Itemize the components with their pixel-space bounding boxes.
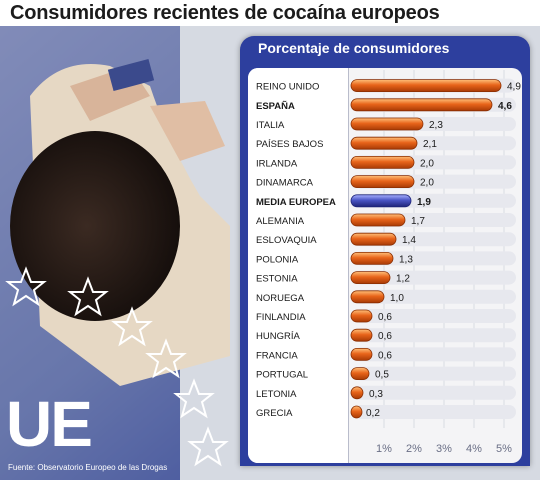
bar: [350, 309, 373, 323]
eu-badge: UE: [6, 388, 93, 460]
x-tick-label: 1%: [376, 443, 392, 455]
bar: [350, 117, 424, 131]
value-label: 2,0: [420, 178, 434, 189]
category-column: [248, 68, 349, 463]
eu-star-icon: [5, 266, 47, 307]
value-label: 2,1: [423, 139, 437, 150]
value-label: 2,3: [429, 120, 443, 131]
row-track: [354, 385, 516, 400]
value-label: 0,2: [366, 408, 380, 419]
category-label: PORTUGAL: [256, 370, 308, 381]
value-label: 0,6: [378, 350, 392, 361]
category-label: HUNGRÍA: [256, 331, 300, 342]
eu-star-icon: [145, 338, 187, 379]
bar: [350, 79, 502, 93]
category-label: IRLANDA: [256, 158, 298, 169]
bar: [350, 136, 418, 150]
value-label: 1,4: [402, 235, 416, 246]
category-label: MEDIA EUROPEA: [256, 197, 336, 208]
x-tick-label: 2%: [406, 443, 422, 455]
bar: [350, 386, 364, 400]
chart-panel: Porcentaje de consumidores REINO UNIDO 4,…: [240, 36, 530, 466]
value-label: 1,2: [396, 274, 410, 285]
category-label: NORUEGA: [256, 293, 305, 304]
category-label: ESLOVAQUIA: [256, 235, 317, 246]
value-label: 1,7: [411, 216, 425, 227]
source-note: Fuente: Observatorio Europeo de las Drog…: [8, 463, 168, 472]
category-label: ESPAÑA: [256, 101, 295, 112]
bar: [350, 194, 412, 208]
eu-star-icon: [173, 378, 215, 419]
panel-heading: Porcentaje de consumidores: [258, 40, 450, 56]
bar: [350, 271, 391, 285]
bar: [350, 367, 370, 381]
chart-title: Consumidores recientes de cocaína europe…: [0, 0, 540, 26]
row-track: [354, 328, 516, 343]
x-tick-label: 3%: [436, 443, 452, 455]
value-label: 0,6: [378, 331, 392, 342]
value-label: 2,0: [420, 158, 434, 169]
category-label: REINO UNIDO: [256, 82, 319, 93]
category-label: FRANCIA: [256, 350, 298, 361]
bar: [350, 213, 406, 227]
bar: [350, 290, 385, 304]
category-label: POLONIA: [256, 254, 299, 265]
bar: [350, 347, 373, 361]
row-track: [354, 289, 516, 304]
category-label: DINAMARCA: [256, 178, 314, 189]
row-track: [354, 270, 516, 285]
row-track: [354, 366, 516, 381]
eu-star-icon: [111, 306, 153, 347]
bar: [350, 156, 415, 169]
bar: [350, 251, 394, 265]
row-track: [354, 347, 516, 362]
bar: [350, 405, 363, 419]
value-label: 1,9: [417, 197, 431, 208]
value-label: 1,3: [399, 254, 413, 265]
bar: [350, 175, 415, 188]
value-label: 1,0: [390, 293, 404, 304]
value-label: 0,3: [369, 389, 383, 400]
x-tick-label: 4%: [466, 443, 482, 455]
value-label: 0,5: [375, 370, 389, 381]
category-label: PAÍSES BAJOS: [256, 139, 323, 150]
eu-star-icon: [67, 276, 109, 317]
row-track: [354, 405, 516, 419]
bar: [350, 232, 397, 246]
row-track: [354, 251, 516, 266]
plot-area: REINO UNIDO 4,9 ESPAÑA 4,6 ITALIA 2,3 PAÍSES B…: [248, 68, 522, 463]
row-track: [354, 309, 516, 323]
bar: [350, 328, 373, 342]
category-label: ESTONIA: [256, 274, 298, 285]
category-label: ALEMANIA: [256, 216, 305, 227]
eu-star-icon: [187, 426, 229, 467]
value-label: 0,6: [378, 312, 392, 323]
category-label: GRECIA: [256, 408, 293, 419]
bar: [350, 98, 493, 112]
bar-chart: REINO UNIDO 4,9 ESPAÑA 4,6 ITALIA 2,3 PAÍSES B…: [256, 70, 521, 455]
category-label: LETONIA: [256, 389, 297, 400]
category-label: FINLANDIA: [256, 312, 306, 323]
value-label: 4,9: [507, 82, 521, 93]
category-label: ITALIA: [256, 120, 285, 131]
value-label: 4,6: [498, 101, 512, 112]
x-tick-label: 5%: [496, 443, 512, 455]
